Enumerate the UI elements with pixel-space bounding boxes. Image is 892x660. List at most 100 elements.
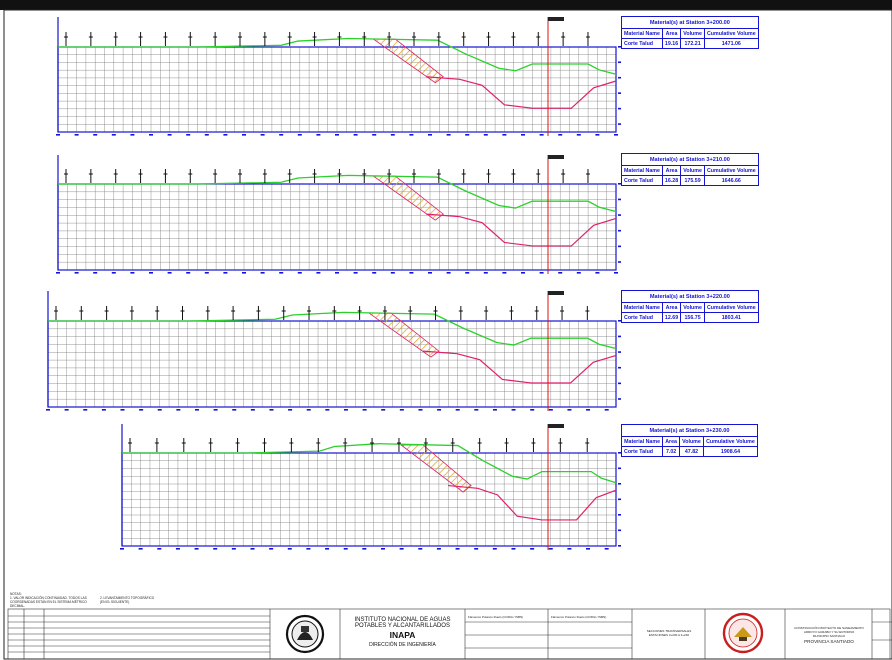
cumulative-value: 1908.64 — [702, 446, 759, 457]
survey-markers — [128, 438, 590, 452]
volume-value: 175.59 — [680, 175, 705, 186]
volume-value: 172.21 — [680, 38, 705, 49]
design-section-line — [426, 76, 617, 109]
drawing-desc-2: ESTACIONES 3+200 A 3+240 — [648, 633, 690, 637]
design-section-line — [426, 213, 617, 247]
header-area: Area — [662, 436, 681, 447]
contractor-logo — [722, 612, 764, 654]
area-value: 12.69 — [661, 312, 682, 323]
section-grid — [57, 183, 617, 271]
cumulative-value: 1471.06 — [703, 38, 759, 49]
section-grid — [121, 452, 617, 547]
area-value: 19.16 — [661, 38, 682, 49]
volume-table-3: Material(s) at Station 3+220.00 Material… — [621, 290, 759, 323]
person-1: Flamenco Polanco Ruelo (CODIA / ISBN) — [468, 615, 524, 619]
notes-heading: NOTAS: — [10, 592, 22, 596]
existing-ground-line — [58, 37, 617, 75]
survey-markers — [64, 32, 590, 46]
header-volume: Volume — [680, 28, 705, 39]
header-area: Area — [661, 302, 682, 313]
design-section-line — [422, 350, 617, 384]
institution-line-2: POTABLES Y ALCANTARILLADOS — [355, 623, 450, 629]
institution-block: INSTITUTO NACIONAL DE AGUAS POTABLES Y A… — [340, 617, 465, 648]
section-tick-marks — [120, 452, 621, 550]
cross-section-2 — [56, 155, 621, 274]
notes-block: NOTAS: 1. VALOR INDICACIÓN CONTINUIDAD. … — [10, 592, 270, 608]
note-2b: (EN EL SIGUIENTE) — [100, 600, 130, 604]
header-volume: Volume — [680, 302, 705, 313]
province-name: PROVINCIA SANTIADO — [804, 639, 854, 644]
institution-line-1: INSTITUTO NACIONAL DE AGUAS — [354, 617, 451, 623]
station-tag — [548, 291, 564, 295]
drawing-desc-1: SECCIONES TRANSVERSALES — [646, 629, 692, 633]
existing-ground-line — [58, 174, 617, 213]
project-line-3: MUNICIPIO SANTIAGO — [812, 634, 846, 638]
header-area: Area — [661, 28, 682, 39]
cut-hatch-area — [372, 38, 444, 84]
volume-table-1: Material(s) at Station 3+200.00 Material… — [621, 16, 759, 49]
existing-ground-line — [48, 311, 617, 350]
header-cumulative: Cumulative Volume — [703, 28, 759, 39]
section-frame — [47, 320, 617, 408]
volume-value: 156.75 — [680, 312, 705, 323]
section-tick-marks — [46, 320, 621, 411]
institution-acronym: INAPA — [389, 630, 416, 640]
table-title: Material(s) at Station 3+220.00 — [621, 290, 759, 303]
title-block — [7, 608, 892, 660]
area-value: 16.28 — [661, 175, 682, 186]
material-name: Corte Talud — [620, 446, 664, 457]
note-2: 2. LEVANTAMIENTO TOPOGRÁFICO — [100, 596, 155, 600]
cumulative-value: 1803.41 — [703, 312, 759, 323]
project-line-2: ARROYO GURABO Y SU ENTORNO — [803, 630, 855, 634]
survey-markers — [54, 306, 590, 320]
sections-layer — [46, 17, 621, 550]
project-description: CONSTRUCCIÓN PROYECTO DE SANEAMIENTO ARR… — [787, 626, 871, 644]
header-cumulative: Cumulative Volume — [703, 302, 759, 313]
header-material: Material Name — [621, 165, 663, 176]
header-cumulative: Cumulative Volume — [703, 165, 759, 176]
note-1: 1. VALOR INDICACIÓN CONTINUIDAD. TODOS L… — [10, 596, 87, 608]
volume-table-4: Material(s) at Station 3+230.00 Material… — [620, 424, 759, 457]
person-2: Flamenco Polanco Ruelo (CODIA / ISBN) — [551, 615, 607, 619]
header-cumulative: Cumulative Volume — [702, 436, 759, 447]
cumulative-value: 1646.66 — [703, 175, 759, 186]
survey-markers — [64, 169, 590, 183]
station-tag — [548, 424, 564, 428]
station-tag — [548, 17, 564, 21]
cross-section-1 — [56, 17, 621, 136]
cross-section-4 — [120, 424, 621, 550]
material-name: Corte Talud — [621, 312, 663, 323]
inapa-seal — [285, 614, 325, 654]
material-name: Corte Talud — [621, 175, 663, 186]
table-title: Material(s) at Station 3+210.00 — [621, 153, 759, 166]
table-title: Material(s) at Station 3+200.00 — [621, 16, 759, 29]
header-volume: Volume — [679, 436, 704, 447]
project-line-1: CONSTRUCCIÓN PROYECTO DE SANEAMIENTO — [794, 626, 864, 630]
existing-ground-line — [122, 443, 617, 484]
table-title: Material(s) at Station 3+230.00 — [621, 424, 758, 437]
design-section-line — [447, 484, 617, 521]
cut-hatch-area — [372, 175, 444, 221]
section-tick-marks — [56, 183, 621, 274]
drawing-description: SECCIONES TRANSVERSALES ESTACIONES 3+200… — [635, 629, 703, 637]
sheet-frame — [3, 9, 892, 660]
header-area: Area — [661, 165, 682, 176]
material-name: Corte Talud — [621, 38, 663, 49]
section-tick-marks — [56, 46, 621, 136]
top-border — [0, 0, 892, 10]
section-grid — [47, 320, 617, 408]
header-material: Material Name — [620, 436, 664, 447]
area-value: 7.02 — [662, 446, 681, 457]
station-tag — [548, 155, 564, 159]
volume-table-2: Material(s) at Station 3+210.00 Material… — [621, 153, 759, 186]
department-name: DIRECCIÓN DE INGENIERÍA — [369, 642, 436, 648]
header-material: Material Name — [621, 28, 663, 39]
cross-section-3 — [46, 291, 621, 411]
cut-hatch-area — [367, 312, 440, 358]
volume-value: 47.82 — [679, 446, 704, 457]
header-volume: Volume — [680, 165, 705, 176]
section-grid — [57, 46, 617, 133]
header-material: Material Name — [621, 302, 663, 313]
